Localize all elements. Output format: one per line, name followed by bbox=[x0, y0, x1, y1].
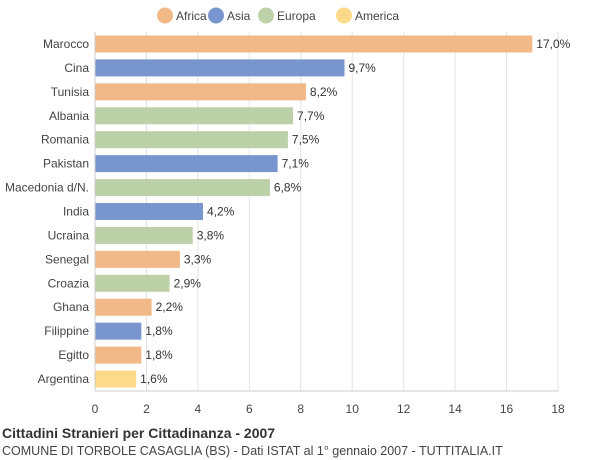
value-label: 2,9% bbox=[174, 276, 202, 290]
bar-ghana bbox=[95, 298, 152, 316]
x-tick-label: 8 bbox=[297, 402, 304, 416]
value-label: 7,5% bbox=[292, 133, 320, 147]
bar-ucraina bbox=[95, 226, 193, 244]
x-tick-label: 6 bbox=[246, 402, 253, 416]
legend: Africa Asia Europa America bbox=[157, 7, 399, 24]
value-label: 2,2% bbox=[156, 300, 184, 314]
value-label: 17,0% bbox=[536, 37, 570, 51]
category-label: Pakistan bbox=[43, 157, 89, 171]
legend-swatch-america bbox=[336, 7, 352, 24]
category-label: Macedonia d/N. bbox=[5, 181, 89, 195]
chart-title: Cittadini Stranieri per Cittadinanza - 2… bbox=[2, 425, 276, 441]
bar-macedonia-d-n- bbox=[95, 179, 270, 197]
bar-argentina bbox=[95, 370, 137, 388]
legend-swatch-europa bbox=[258, 7, 274, 24]
x-tick-label: 0 bbox=[92, 402, 99, 416]
value-label: 7,7% bbox=[297, 109, 325, 123]
legend-swatch-asia bbox=[208, 7, 224, 24]
category-label: Albania bbox=[49, 109, 89, 123]
x-tick-label: 14 bbox=[448, 402, 462, 416]
value-label: 3,8% bbox=[197, 228, 225, 242]
value-label: 3,3% bbox=[184, 252, 212, 266]
legend-swatch-africa bbox=[157, 7, 173, 24]
value-label: 1,8% bbox=[145, 324, 173, 338]
bar-cina bbox=[95, 59, 345, 77]
chart-subtitle: COMUNE DI TORBOLE CASAGLIA (BS) - Dati I… bbox=[2, 444, 503, 458]
bar-pakistan bbox=[95, 155, 278, 173]
value-label: 1,6% bbox=[140, 372, 168, 386]
category-label: Ghana bbox=[53, 300, 89, 314]
bar-senegal bbox=[95, 250, 180, 268]
value-label: 8,2% bbox=[310, 85, 338, 99]
category-label: Egitto bbox=[58, 348, 89, 362]
category-label: Ucraina bbox=[48, 228, 90, 242]
bar-chart: Africa Asia Europa America Marocco 17,0% Cina… bbox=[5, 7, 571, 416]
bar-filippine bbox=[95, 322, 142, 340]
value-label: 7,1% bbox=[282, 157, 310, 171]
category-label: Croazia bbox=[48, 276, 90, 290]
value-label: 1,8% bbox=[145, 348, 173, 362]
category-label: Filippine bbox=[44, 324, 89, 338]
x-tick-label: 10 bbox=[346, 402, 360, 416]
x-tick-label: 4 bbox=[195, 402, 202, 416]
value-label: 4,2% bbox=[207, 205, 235, 219]
bar-marocco bbox=[95, 35, 533, 53]
bar-tunisia bbox=[95, 83, 306, 101]
legend-label-america: America bbox=[355, 9, 399, 23]
bar-india bbox=[95, 203, 204, 220]
category-label: Argentina bbox=[38, 372, 90, 386]
x-tick-label: 18 bbox=[551, 402, 565, 416]
x-axis: 0 2 4 6 8 10 12 14 16 18 bbox=[92, 32, 565, 416]
bars: Marocco 17,0% Cina 9,7% Tunisia 8,2% Albania 7,… bbox=[5, 35, 571, 388]
bar-croazia bbox=[95, 274, 170, 292]
category-label: Cina bbox=[64, 61, 89, 75]
legend-label-asia: Asia bbox=[227, 9, 251, 23]
category-label: India bbox=[63, 205, 89, 219]
value-label: 9,7% bbox=[349, 61, 377, 75]
bar-albania bbox=[95, 107, 294, 125]
x-tick-label: 16 bbox=[500, 402, 514, 416]
bar-romania bbox=[95, 131, 288, 149]
category-label: Tunisia bbox=[51, 85, 90, 99]
x-tick-label: 12 bbox=[397, 402, 411, 416]
x-tick-label: 2 bbox=[143, 402, 150, 416]
category-label: Marocco bbox=[43, 37, 89, 51]
legend-label-africa: Africa bbox=[176, 9, 207, 23]
legend-label-europa: Europa bbox=[277, 9, 316, 23]
category-label: Romania bbox=[41, 133, 89, 147]
value-label: 6,8% bbox=[274, 181, 302, 195]
category-label: Senegal bbox=[45, 252, 89, 266]
bar-egitto bbox=[95, 346, 142, 364]
